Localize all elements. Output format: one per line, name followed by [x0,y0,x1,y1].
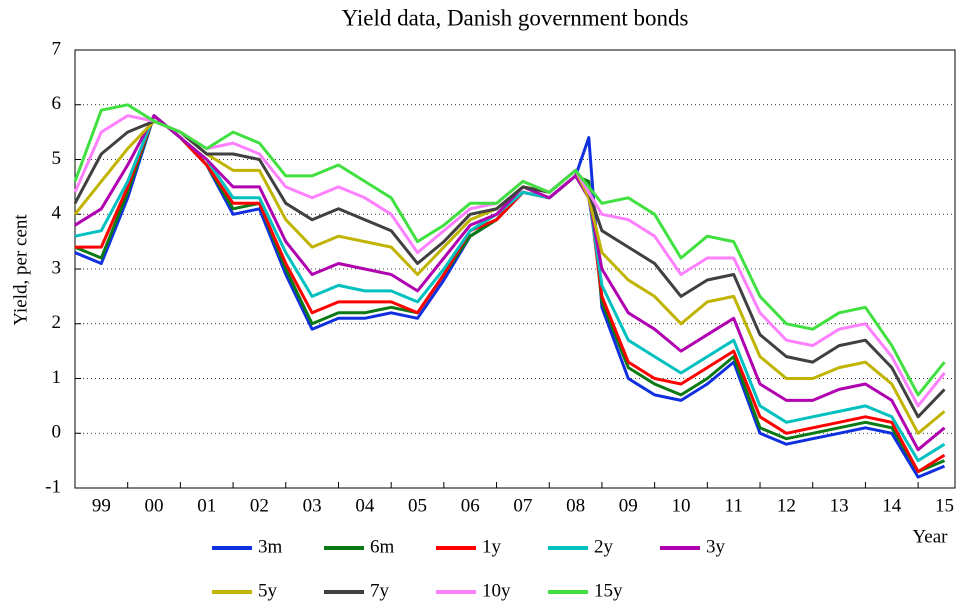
y-tick-label: -1 [45,476,61,497]
x-tick-label: 00 [145,495,164,516]
series-line [74,114,946,463]
legend-label: 5y [258,580,278,601]
x-axis-label: Year [912,526,948,547]
x-tick-label: 15 [935,495,954,516]
series-line [73,103,946,397]
x-tick-label: 01 [197,495,216,516]
series-line [74,114,946,479]
x-tick-label: 09 [619,495,638,516]
x-tick-label: 12 [777,495,796,516]
legend-label: 1y [482,536,502,557]
y-tick-label: 7 [52,38,62,59]
series-line [75,114,946,474]
y-tick-label: 0 [52,422,62,443]
x-tick-label: 04 [355,495,375,516]
series-line [73,119,946,419]
y-tick-label: 2 [52,312,62,333]
legend-label: 10y [482,580,511,601]
x-tick-label: 99 [92,495,111,516]
legend-label: 2y [594,536,614,557]
y-tick-label: 5 [52,148,62,169]
x-tick-label: 13 [830,495,849,516]
y-axis-label: Yield, per cent [10,214,31,326]
x-tick-label: 02 [250,495,269,516]
legend-label: 3y [706,536,726,557]
x-tick-label: 07 [513,495,532,516]
x-tick-label: 11 [725,495,743,516]
y-tick-label: 6 [52,93,62,114]
x-tick-label: 10 [671,495,690,516]
legend-label: 6m [370,536,395,557]
chart-title: Yield data, Danish government bonds [342,5,689,30]
series-line [73,119,946,435]
x-tick-label: 03 [303,495,322,516]
y-tick-label: 3 [52,257,62,278]
series-line [74,114,946,474]
x-tick-label: 14 [882,495,902,516]
x-tick-label: 08 [566,495,585,516]
legend-label: 7y [370,580,390,601]
x-tick-label: 06 [461,495,480,516]
y-tick-label: 1 [52,367,62,388]
y-tick-label: 4 [52,203,62,224]
legend-label: 3m [258,536,283,557]
x-tick-label: 05 [408,495,427,516]
legend-label: 15y [594,580,623,601]
